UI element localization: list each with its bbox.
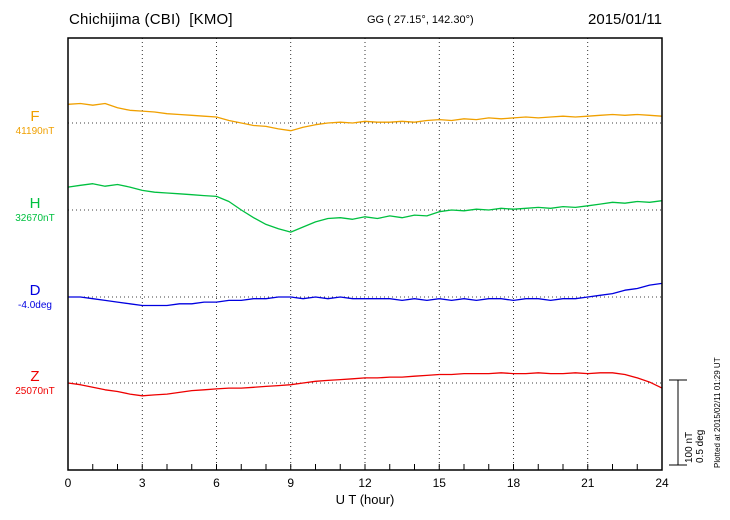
station-title: Chichijima (CBI) [KMO] [69,11,233,28]
series-label-D: D -4.0deg [4,282,66,312]
series-baseline-Z: 25070nT [15,386,55,397]
plot-date: 2015/01/11 [588,11,662,28]
series-baseline-H: 32670nT [15,213,55,224]
scale-bar [669,379,687,466]
plotted-at-note: Plotted at 2015/02/11 01:29 UT [713,357,722,468]
series-label-Z: Z 25070nT [4,368,66,398]
series-letter-D: D [29,282,41,299]
geo-coordinates: GG ( 27.15°, 142.30°) [367,14,474,26]
series-letter-Z: Z [30,368,40,385]
series-baseline-F: 41190nT [15,126,55,137]
plot-frame [67,37,663,471]
series-letter-H: H [29,195,41,212]
gridline-layer [67,38,663,470]
trace-Z [67,372,663,397]
x-tick-label: 6 [213,476,220,490]
x-tick-label: 21 [581,476,595,490]
trace-layer [67,102,663,397]
scale-bar-nt-label: 100 nT [684,431,695,463]
x-tick-label: 9 [287,476,294,490]
scale-bar-deg-label: 0.5 deg [695,429,706,463]
trace-H [67,183,663,233]
axis-label-layer: 0 3 6 9 12 15 18 21 24 [65,476,669,490]
series-label-H: H 32670nT [4,195,66,225]
x-tick-label: 15 [433,476,447,490]
x-tick-label: 0 [65,476,72,490]
x-axis-title: U T (hour) [335,492,395,507]
trace-F [67,102,663,132]
x-tick-label: 12 [358,476,372,490]
x-tick-label: 3 [139,476,146,490]
series-label-F: F 41190nT [4,108,66,138]
series-letter-F: F [30,108,40,125]
series-baseline-D: -4.0deg [18,300,52,311]
x-tick-label: 24 [655,476,669,490]
x-tick-label: 18 [507,476,521,490]
trace-D [68,282,663,307]
